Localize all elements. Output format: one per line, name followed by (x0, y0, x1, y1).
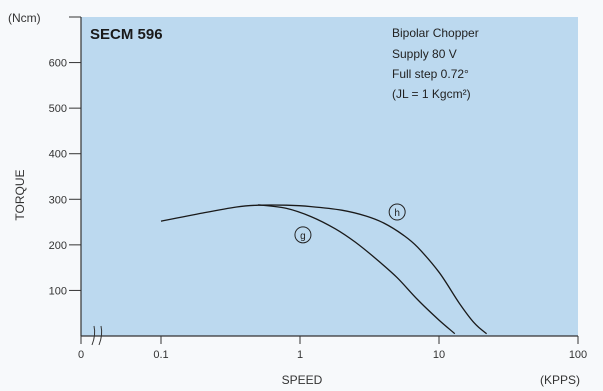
x-tick-label: 0 (78, 349, 84, 361)
curve-label-h: h (394, 208, 400, 219)
y-tick-label: 100 (49, 285, 67, 297)
axis-break-mark (91, 325, 103, 346)
x-tick-label: 1 (297, 349, 303, 361)
y-axis-label: TORQUE (13, 169, 27, 220)
annotation-driver: Bipolar Chopper (392, 26, 479, 40)
y-tick-label: 600 (49, 58, 67, 70)
curve-label-circle-h (388, 203, 406, 221)
y-tick-label: 400 (49, 149, 67, 161)
curve-label-g: g (300, 231, 306, 242)
y-tick-label: 500 (49, 103, 67, 115)
annotation-supply: Supply 80 V (392, 47, 457, 61)
x-tick-label: 0.1 (153, 349, 168, 361)
x-tick-label: 100 (569, 349, 587, 361)
axes (80, 17, 578, 346)
y-tick-label: 200 (49, 240, 67, 252)
plot-background (81, 17, 578, 336)
curve-h (160, 204, 488, 335)
curve-label-circle-g (294, 226, 312, 244)
y-tick-label: 300 (49, 194, 67, 206)
x-unit-label: (KPPS) (540, 373, 580, 387)
curves: gh (160, 203, 488, 335)
x-tick-label: 10 (433, 349, 445, 361)
y-unit-label: (Ncm) (8, 11, 41, 25)
x-axis-label: SPEED (282, 373, 323, 387)
annotation-step: Full step 0.72° (392, 67, 469, 81)
chart-title: SECM 596 (90, 26, 163, 43)
annotation-inertia: (JL = 1 Kgcm²) (392, 87, 471, 101)
curve-g (258, 204, 456, 335)
ticks: 100 200 300 400 500 600 0 0.1 1 10 100 (49, 16, 587, 361)
